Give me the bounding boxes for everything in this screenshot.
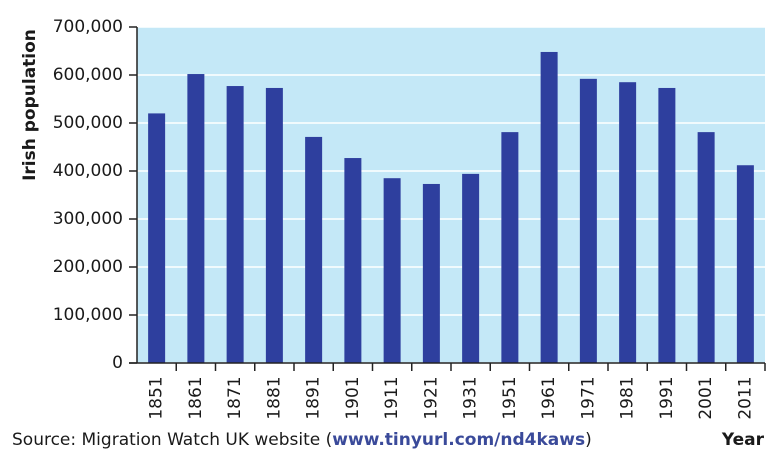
bar [187,74,205,363]
source-link: www.tinyurl.com/nd4kaws [332,430,585,450]
x-tick-label: 1871 [225,376,245,419]
x-tick-label: 1971 [578,376,598,419]
bar [462,173,480,363]
x-tick-label: 1961 [539,376,559,419]
bar [697,132,715,363]
y-tick-label: 300,000 [53,209,123,229]
bar [501,132,519,363]
x-tick-label: 1851 [147,376,167,419]
source: Source: Migration Watch UK website (www.… [12,430,592,450]
x-tick-label: 1891 [304,376,324,419]
x-tick-label: 2001 [696,376,716,419]
y-tick-label: 500,000 [53,113,123,133]
y-tick-label: 700,000 [53,17,123,37]
bar [265,87,283,364]
x-tick-label: 1881 [264,376,284,419]
bar [579,78,597,363]
bar [619,82,637,363]
bar [736,165,754,363]
x-tick-label: 1981 [618,376,638,419]
bar [148,113,166,364]
x-axis-label: Year [721,430,765,450]
source-text: Source: Migration Watch UK website ( [12,430,332,450]
bar [305,136,323,363]
y-tick-label: 400,000 [53,161,123,181]
y-axis-label: Irish population [20,29,40,181]
x-tick-label: 1991 [657,376,677,419]
y-tick-label: 200,000 [53,257,123,277]
bar [422,183,440,363]
bar [226,86,244,363]
bar [383,178,401,363]
bar [540,51,558,364]
x-tick-label: 2011 [735,376,755,419]
x-tick-label: 1921 [421,376,441,419]
bar [344,158,362,363]
y-tick-label: 600,000 [53,65,123,85]
bar [658,87,676,364]
x-tick-label: 1951 [500,376,520,419]
y-tick-label: 0 [112,353,123,373]
x-tick-label: 1931 [461,376,481,419]
y-tick-label: 100,000 [53,305,123,325]
x-tick-label: 1861 [186,376,206,419]
x-tick-label: 1911 [382,376,402,419]
source-close: ) [585,430,592,450]
x-tick-label: 1901 [343,376,363,419]
